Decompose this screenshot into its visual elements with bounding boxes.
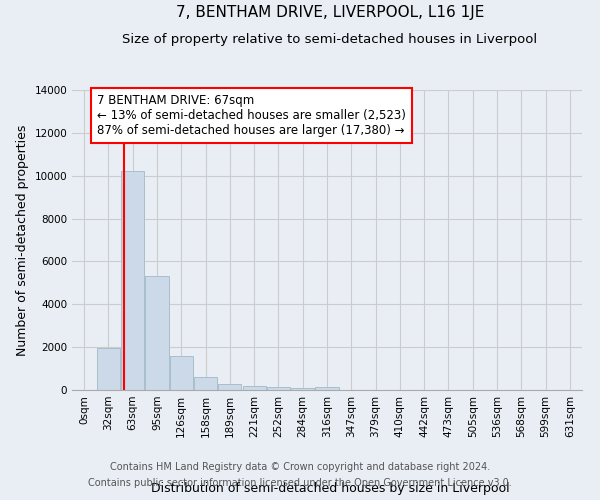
Y-axis label: Number of semi-detached properties: Number of semi-detached properties (16, 124, 29, 356)
Bar (121, 172, 144, 390)
Bar (97, 348, 120, 390)
Text: 7, BENTHAM DRIVE, LIVERPOOL, L16 1JE: 7, BENTHAM DRIVE, LIVERPOOL, L16 1JE (176, 5, 484, 20)
Bar (218, 384, 241, 390)
Text: 7 BENTHAM DRIVE: 67sqm
← 13% of semi-detached houses are smaller (2,523)
87% of : 7 BENTHAM DRIVE: 67sqm ← 13% of semi-det… (97, 94, 406, 138)
Bar (145, 276, 169, 390)
Bar (267, 387, 290, 390)
Text: Contains HM Land Registry data © Crown copyright and database right 2024.: Contains HM Land Registry data © Crown c… (110, 462, 490, 472)
Bar (316, 388, 338, 390)
Bar (170, 356, 193, 390)
Bar (194, 376, 217, 390)
Text: Contains public sector information licensed under the Open Government Licence v3: Contains public sector information licen… (88, 478, 512, 488)
Bar (291, 388, 314, 390)
Bar (242, 386, 266, 390)
Text: Size of property relative to semi-detached houses in Liverpool: Size of property relative to semi-detach… (122, 32, 538, 46)
Text: Distribution of semi-detached houses by size in Liverpool: Distribution of semi-detached houses by … (151, 482, 509, 495)
